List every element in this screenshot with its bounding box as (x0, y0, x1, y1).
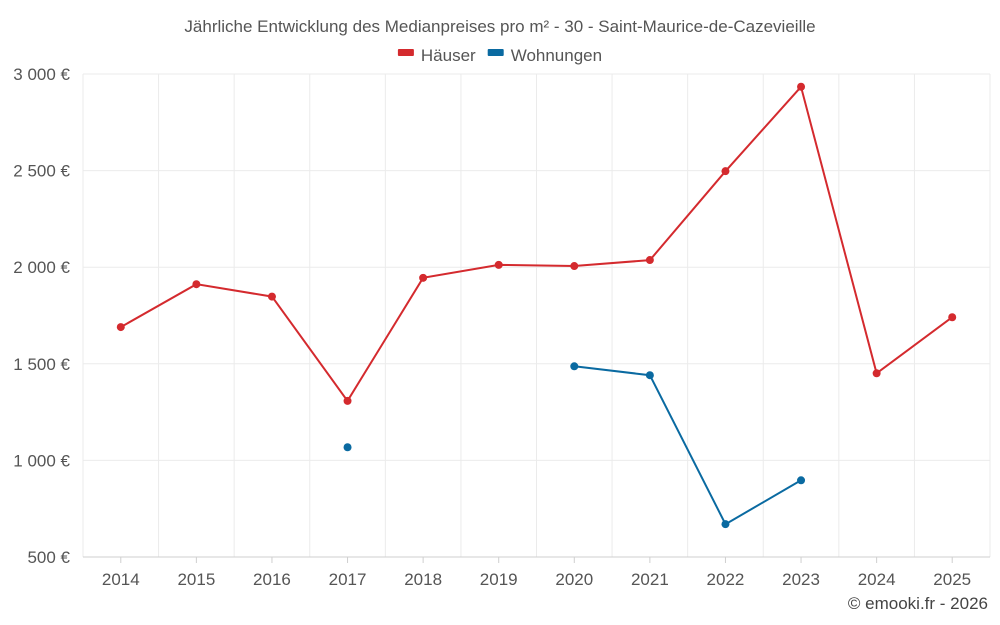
x-tick-label: 2024 (858, 570, 896, 589)
series-group (116, 82, 957, 529)
data-point-h-user[interactable] (116, 323, 125, 332)
y-axis: 500 € 1 000 € 1 500 € 2 000 € 2 500 € 3 000 € (13, 65, 70, 567)
x-tick-label: 2025 (933, 570, 971, 589)
x-tick-label: 2022 (707, 570, 745, 589)
legend-swatch (487, 49, 504, 56)
data-point-h-user[interactable] (343, 396, 352, 405)
x-tick-label: 2014 (102, 570, 140, 589)
data-point-h-user[interactable] (948, 313, 957, 322)
series-line-h-user (120, 84, 953, 403)
data-point-h-user[interactable] (267, 292, 276, 301)
x-tick-label: 2020 (555, 570, 593, 589)
legend-label: Häuser (421, 46, 476, 65)
data-point-h-user[interactable] (645, 256, 654, 265)
data-point-h-user[interactable] (192, 280, 201, 289)
y-tick-label: 500 € (27, 548, 70, 567)
data-point-h-user[interactable] (872, 369, 881, 378)
data-point-wohnungen[interactable] (343, 443, 352, 452)
data-point-wohnungen[interactable] (570, 362, 579, 371)
data-point-h-user[interactable] (494, 260, 503, 269)
legend-item[interactable]: Wohnungen (487, 46, 602, 65)
chart-title: Jährliche Entwicklung des Medianpreises … (184, 17, 815, 36)
x-tick-label: 2021 (631, 570, 669, 589)
legend-item[interactable]: Häuser (397, 46, 476, 65)
y-tick-label: 2 000 € (13, 258, 70, 277)
x-tick-label: 2015 (177, 570, 215, 589)
y-tick-label: 3 000 € (13, 65, 70, 84)
y-tick-label: 1 000 € (13, 451, 70, 470)
x-tick-label: 2018 (404, 570, 442, 589)
data-point-h-user[interactable] (721, 167, 730, 176)
x-tick-label: 2016 (253, 570, 291, 589)
grid-lines (82, 73, 991, 558)
data-point-h-user[interactable] (419, 273, 428, 282)
series-line-wohnungen (574, 365, 802, 526)
x-axis: 2014 2015 2016 2017 2018 2019 2020 2021 2022 2023… (102, 557, 971, 589)
data-point-h-user[interactable] (570, 262, 579, 271)
legend: Häuser Wohnungen (397, 46, 602, 65)
x-tick-label: 2017 (329, 570, 367, 589)
y-tick-label: 1 500 € (13, 355, 70, 374)
data-point-wohnungen[interactable] (721, 520, 730, 529)
y-tick-label: 2 500 € (13, 162, 70, 181)
legend-label: Wohnungen (511, 46, 602, 65)
data-point-wohnungen[interactable] (797, 476, 806, 485)
credit-text: © emooki.fr - 2026 (848, 594, 988, 613)
legend-swatch (397, 49, 414, 56)
data-point-h-user[interactable] (797, 82, 806, 91)
x-tick-label: 2019 (480, 570, 518, 589)
data-point-wohnungen[interactable] (645, 371, 654, 380)
x-tick-label: 2023 (782, 570, 820, 589)
